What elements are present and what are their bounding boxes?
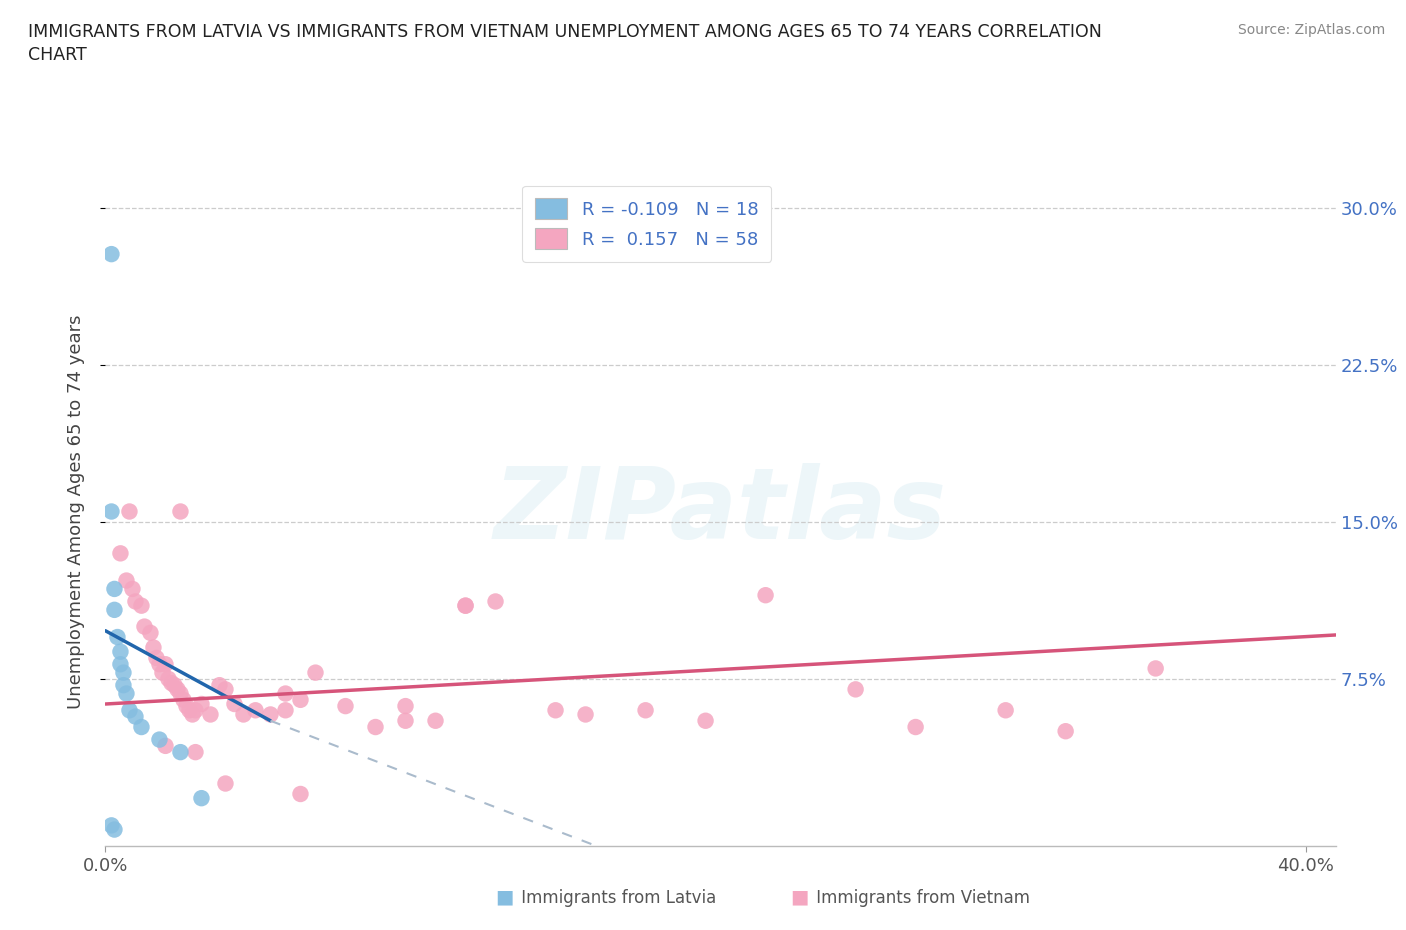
Point: [394, 713, 416, 728]
Point: [160, 676, 183, 691]
Point: [232, 707, 254, 722]
Point: [290, 787, 312, 802]
Point: [152, 665, 174, 680]
Point: [190, 790, 212, 805]
Legend: R = -0.109   N = 18, R =  0.157   N = 58: R = -0.109 N = 18, R = 0.157 N = 58: [523, 186, 770, 261]
Point: [112, 665, 135, 680]
Point: [695, 713, 717, 728]
Point: [454, 598, 477, 613]
Point: [166, 682, 188, 697]
Point: [364, 720, 387, 735]
Point: [245, 703, 267, 718]
Point: [394, 698, 416, 713]
Text: Immigrants from Latvia: Immigrants from Latvia: [516, 889, 716, 907]
Point: [131, 598, 153, 613]
Point: [110, 644, 132, 659]
Point: [118, 504, 141, 519]
Point: [1054, 724, 1077, 738]
Point: [103, 581, 125, 596]
Point: [100, 504, 122, 519]
Point: [134, 619, 156, 634]
Y-axis label: Unemployment Among Ages 65 to 74 years: Unemployment Among Ages 65 to 74 years: [66, 314, 84, 709]
Point: [103, 822, 125, 837]
Point: [176, 698, 198, 713]
Point: [274, 703, 297, 718]
Point: [214, 682, 236, 697]
Point: [139, 626, 162, 641]
Point: [274, 686, 297, 701]
Point: [454, 598, 477, 613]
Point: [181, 707, 204, 722]
Point: [121, 581, 143, 596]
Point: [845, 682, 868, 697]
Point: [200, 707, 222, 722]
Point: [124, 594, 146, 609]
Point: [1144, 661, 1167, 676]
Point: [544, 703, 567, 718]
Text: CHART: CHART: [28, 46, 87, 64]
Point: [574, 707, 596, 722]
Point: [425, 713, 447, 728]
Point: [103, 603, 125, 618]
Point: [100, 246, 122, 261]
Point: [107, 630, 129, 644]
Point: [110, 657, 132, 671]
Point: [172, 692, 194, 708]
Text: ■: ■: [495, 888, 513, 907]
Text: ■: ■: [790, 888, 808, 907]
Point: [142, 640, 165, 655]
Point: [169, 745, 191, 760]
Point: [994, 703, 1017, 718]
Point: [224, 697, 246, 711]
Point: [148, 732, 170, 747]
Point: [634, 703, 657, 718]
Text: Source: ZipAtlas.com: Source: ZipAtlas.com: [1237, 23, 1385, 37]
Point: [290, 692, 312, 708]
Point: [304, 665, 326, 680]
Point: [179, 703, 201, 718]
Point: [184, 745, 207, 760]
Point: [115, 686, 138, 701]
Point: [484, 594, 506, 609]
Point: [155, 738, 177, 753]
Point: [110, 546, 132, 561]
Point: [904, 720, 927, 735]
Point: [131, 720, 153, 735]
Point: [145, 651, 167, 666]
Point: [169, 686, 191, 701]
Point: [214, 776, 236, 790]
Point: [157, 671, 180, 686]
Point: [155, 657, 177, 671]
Text: IMMIGRANTS FROM LATVIA VS IMMIGRANTS FROM VIETNAM UNEMPLOYMENT AMONG AGES 65 TO : IMMIGRANTS FROM LATVIA VS IMMIGRANTS FRO…: [28, 23, 1102, 41]
Point: [184, 703, 207, 718]
Point: [163, 678, 186, 693]
Point: [208, 678, 231, 693]
Point: [755, 588, 778, 603]
Point: [118, 703, 141, 718]
Point: [335, 698, 357, 713]
Text: ZIPatlas: ZIPatlas: [494, 463, 948, 560]
Point: [169, 504, 191, 519]
Point: [124, 710, 146, 724]
Text: Immigrants from Vietnam: Immigrants from Vietnam: [811, 889, 1031, 907]
Point: [100, 818, 122, 833]
Point: [148, 657, 170, 671]
Point: [115, 573, 138, 588]
Point: [112, 678, 135, 693]
Point: [259, 707, 281, 722]
Point: [190, 697, 212, 711]
